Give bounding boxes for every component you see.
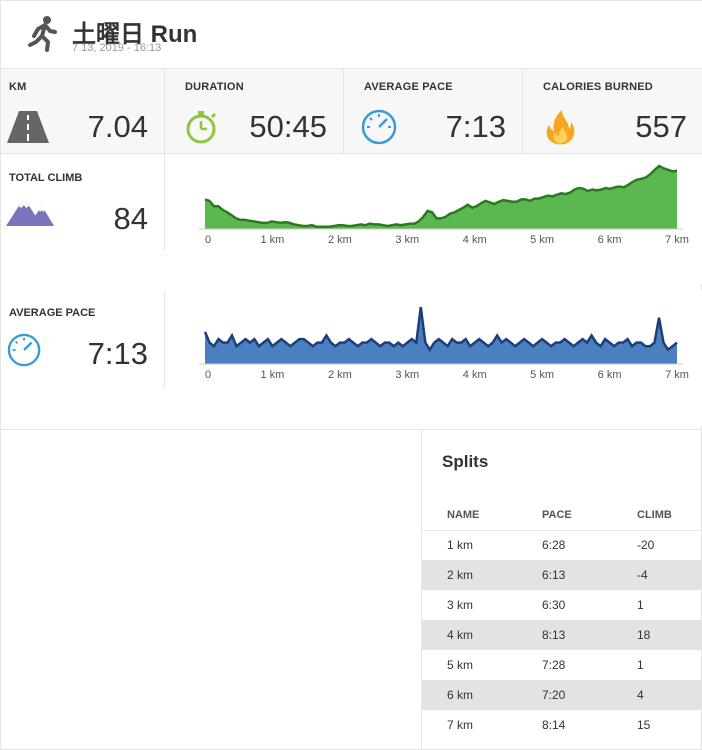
mountain-icon xyxy=(6,198,54,226)
x-tick-label: 4 km xyxy=(463,234,487,246)
column-header-name: NAME xyxy=(422,500,542,531)
stat-label: KM xyxy=(9,81,27,93)
speedometer-icon xyxy=(361,109,397,145)
split-climb: 4 xyxy=(637,680,702,710)
column-header-climb: CLIMB xyxy=(637,500,702,531)
road-icon xyxy=(7,111,49,143)
x-tick-label: 1 km xyxy=(260,369,284,381)
area-fill xyxy=(205,166,677,229)
pace-section: AVERAGE PACE 7:13 0 1 km 2 km 3 km 4 km 5 km 6… xyxy=(1,291,702,426)
table-row: 4 km 8:13 18 xyxy=(422,620,702,650)
split-name: 6 km xyxy=(422,680,542,710)
activity-datetime: 7 13, 2019 - 16:13 xyxy=(72,42,162,54)
split-pace: 6:30 xyxy=(542,598,566,612)
x-tick-label: 2 km xyxy=(328,234,352,246)
split-climb: 1 xyxy=(637,658,644,672)
series-line xyxy=(203,306,678,353)
pace-summary: AVERAGE PACE 7:13 xyxy=(1,291,165,388)
x-tick-label: 0 xyxy=(205,369,211,381)
flame-icon xyxy=(546,110,575,145)
split-name: 3 km xyxy=(447,598,474,612)
speedometer-icon xyxy=(7,333,41,367)
split-climb: 15 xyxy=(637,718,651,732)
split-pace: 8:14 xyxy=(542,718,566,732)
splits-title: Splits xyxy=(442,452,489,471)
activity-title: 土曜日 Run xyxy=(72,21,198,48)
split-name: 5 km xyxy=(447,658,474,672)
x-tick-label: 1 km xyxy=(260,234,284,246)
split-name: 4 km xyxy=(422,620,542,650)
split-name: 7 km xyxy=(447,718,474,732)
x-tick-label: 3 km xyxy=(395,369,419,381)
stat-label: AVERAGE PACE xyxy=(364,81,453,93)
running-person-icon xyxy=(28,16,57,52)
x-tick-label: 5 km xyxy=(530,234,554,246)
area-fill xyxy=(205,307,677,364)
x-tick-label: 3 km xyxy=(395,234,419,246)
map-placeholder xyxy=(1,429,422,750)
split-pace: 8:13 xyxy=(542,620,637,650)
split-climb: -20 xyxy=(637,538,655,553)
x-tick-label: 6 km xyxy=(598,369,622,381)
x-tick-label: 6 km xyxy=(598,234,622,246)
table-row: 6 km 7:20 4 xyxy=(422,680,702,710)
stat-value: 50:45 xyxy=(249,109,327,144)
activity-header: 土曜日 Run 7 13, 2019 - 16:13 xyxy=(1,1,702,68)
split-name: 1 km xyxy=(447,538,474,553)
stat-average-pace: AVERAGE PACE 7:13 xyxy=(344,69,523,155)
climb-chart: 0 1 km 2 km 3 km 4 km 5 km 6 km 7 km xyxy=(199,164,689,246)
stat-label: CALORIES BURNED xyxy=(543,81,653,93)
climb-label: TOTAL CLIMB xyxy=(9,172,83,184)
stat-distance: KM 7.04 xyxy=(1,69,165,155)
splits-panel: Splits NAME PACE CLIMB 1 km 6:28 -20 2 k… xyxy=(422,429,702,750)
x-tick-label: 2 km xyxy=(328,369,352,381)
table-row: 2 km 6:13 -4 xyxy=(422,560,702,590)
x-tick-label: 0 xyxy=(205,234,211,246)
split-climb: 18 xyxy=(637,620,702,650)
split-pace: 7:20 xyxy=(542,680,637,710)
stat-value: 557 xyxy=(635,109,687,144)
split-climb: 1 xyxy=(637,598,644,612)
stat-label: DURATION xyxy=(185,81,244,93)
x-tick-label: 5 km xyxy=(530,369,554,381)
stats-bar: KM 7.04 DURATION 50:45 AVERAGE PACE xyxy=(1,68,702,155)
x-tick-label: 4 km xyxy=(463,369,487,381)
split-pace: 7:28 xyxy=(542,658,566,672)
splits-header-row: NAME PACE CLIMB xyxy=(422,500,702,531)
x-tick-label: 7 km xyxy=(665,369,689,381)
stat-value: 7.04 xyxy=(87,109,148,144)
pace-value: 7:13 xyxy=(87,336,148,371)
pace-chart: 0 1 km 2 km 3 km 4 km 5 km 6 km 7 km xyxy=(199,306,689,381)
climb-section: TOTAL CLIMB 84 0 1 km 2 km 3 km 4 km 5 km 6 km… xyxy=(1,154,702,284)
splits-table: NAME PACE CLIMB 1 km 6:28 -20 2 km 6:13 … xyxy=(422,500,702,740)
table-row: 3 km 6:30 1 xyxy=(422,590,702,620)
table-row: 5 km 7:28 1 xyxy=(422,650,702,680)
stat-duration: DURATION 50:45 xyxy=(165,69,344,155)
climb-summary: TOTAL CLIMB 84 xyxy=(1,154,165,251)
stat-calories: CALORIES BURNED 557 xyxy=(523,69,702,155)
pace-label: AVERAGE PACE xyxy=(9,307,96,319)
climb-value: 84 xyxy=(113,201,148,236)
series-line xyxy=(204,164,678,228)
split-name: 2 km xyxy=(422,560,542,590)
stat-value: 7:13 xyxy=(445,109,506,144)
split-pace: 6:13 xyxy=(542,560,637,590)
split-climb: -4 xyxy=(637,560,702,590)
split-pace: 6:28 xyxy=(542,538,566,553)
table-row: 1 km 6:28 -20 xyxy=(422,530,702,560)
table-row: 7 km 8:14 15 xyxy=(422,710,702,740)
stopwatch-icon xyxy=(186,111,217,144)
x-tick-label: 7 km xyxy=(665,234,689,246)
column-header-pace: PACE xyxy=(542,500,637,531)
